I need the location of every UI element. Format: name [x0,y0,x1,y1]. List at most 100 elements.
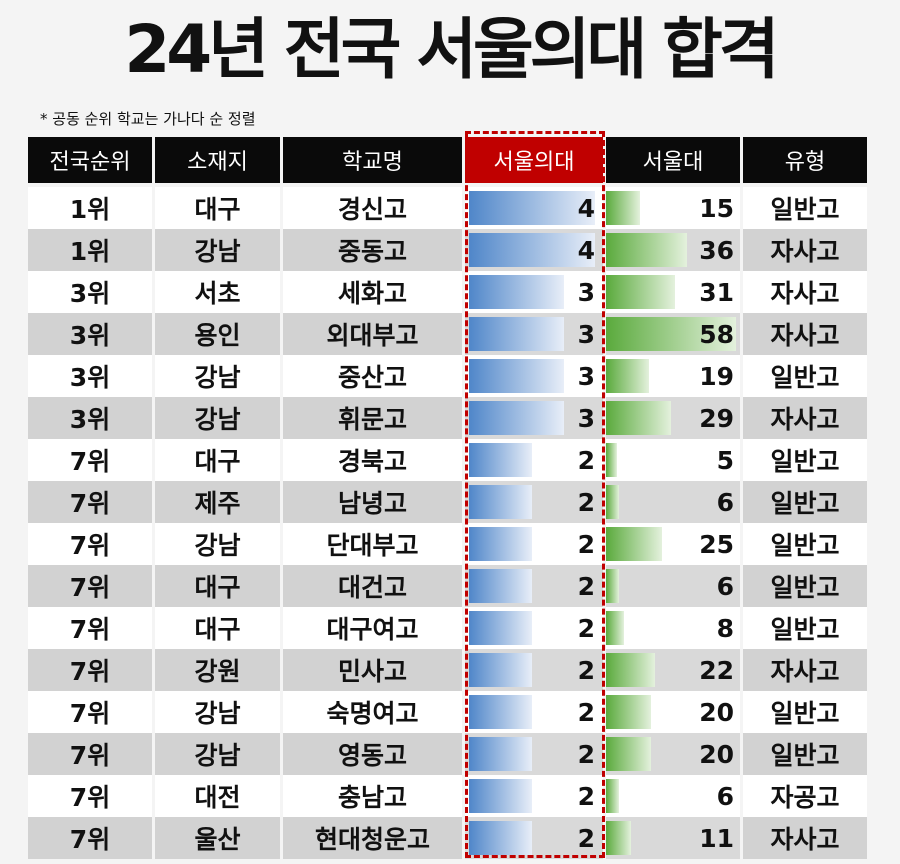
snu-bar [606,527,663,561]
school-cell: 세화고 [283,271,462,313]
value-label: 3 [577,277,595,307]
table-row: 1위 대구 경신고 4 15 일반고 [28,187,870,229]
table-row: 7위 대구 대건고 2 6 일반고 [28,565,870,607]
snu-medicine-cell: 2 [465,523,603,565]
type-cell: 자사고 [743,229,867,271]
value-label: 4 [577,193,595,223]
region-cell: 용인 [155,313,280,355]
region-cell: 강남 [155,397,280,439]
sort-note: * 공동 순위 학교는 가나다 순 정렬 [40,110,256,128]
school-cell: 단대부고 [283,523,462,565]
snu-medicine-cell: 2 [465,691,603,733]
page-title: 24년 전국 서울의대 합격 [124,11,779,88]
snu-bar [606,191,640,225]
value-label: 2 [577,697,595,727]
rank-cell: 7위 [28,607,152,649]
snu-medicine-cell: 2 [465,775,603,817]
school-cell: 현대청운고 [283,817,462,859]
snu-bar [606,695,651,729]
table-row: 3위 용인 외대부고 3 58 자사고 [28,313,870,355]
snu-medicine-bar [469,695,532,729]
snu-cell: 36 [606,229,740,271]
value-label: 5 [716,445,734,475]
value-label: 36 [699,235,734,265]
value-label: 2 [577,823,595,853]
snu-bar [606,275,676,309]
snu-medicine-cell: 3 [465,355,603,397]
snu-medicine-cell: 3 [465,397,603,439]
region-cell: 강원 [155,649,280,691]
rank-cell: 1위 [28,229,152,271]
snu-medicine-bar [469,317,564,351]
table-row: 7위 울산 현대청운고 2 11 자사고 [28,817,870,859]
region-cell: 강남 [155,733,280,775]
snu-medicine-cell: 3 [465,271,603,313]
snu-bar [606,233,687,267]
table-row: 3위 강남 중산고 3 19 일반고 [28,355,870,397]
snu-bar [606,737,651,771]
table-row: 7위 강남 단대부고 2 25 일반고 [28,523,870,565]
snu-bar [606,653,656,687]
snu-medicine-cell: 2 [465,481,603,523]
type-cell: 자사고 [743,271,867,313]
value-label: 2 [577,613,595,643]
snu-cell: 11 [606,817,740,859]
value-label: 2 [577,571,595,601]
type-cell: 자사고 [743,817,867,859]
value-label: 6 [716,487,734,517]
school-cell: 민사고 [283,649,462,691]
snu-bar [606,317,736,351]
snu-medicine-bar [469,443,532,477]
type-cell: 일반고 [743,481,867,523]
header-rank: 전국순위 [28,137,152,183]
table-row: 7위 대구 대구여고 2 8 일반고 [28,607,870,649]
snu-medicine-cell: 2 [465,733,603,775]
snu-cell: 5 [606,439,740,481]
snu-medicine-cell: 2 [465,649,603,691]
region-cell: 강남 [155,523,280,565]
table-row: 1위 강남 중동고 4 36 자사고 [28,229,870,271]
type-cell: 자사고 [743,313,867,355]
type-cell: 일반고 [743,733,867,775]
snu-medicine-cell: 4 [465,187,603,229]
value-label: 58 [699,319,734,349]
school-cell: 외대부고 [283,313,462,355]
value-label: 8 [716,613,734,643]
header-type: 유형 [743,137,867,183]
snu-cell: 22 [606,649,740,691]
school-cell: 경북고 [283,439,462,481]
region-cell: 대구 [155,187,280,229]
table-row: 7위 제주 남녕고 2 6 일반고 [28,481,870,523]
type-cell: 일반고 [743,523,867,565]
region-cell: 서초 [155,271,280,313]
snu-medicine-bar [469,527,532,561]
type-cell: 자사고 [743,397,867,439]
snu-bar [606,401,671,435]
value-label: 11 [699,823,734,853]
snu-medicine-bar [469,401,564,435]
table-row: 3위 서초 세화고 3 31 자사고 [28,271,870,313]
value-label: 3 [577,403,595,433]
table-row: 3위 강남 휘문고 3 29 자사고 [28,397,870,439]
value-label: 6 [716,571,734,601]
snu-medicine-bar [469,779,532,813]
type-cell: 일반고 [743,691,867,733]
school-cell: 중산고 [283,355,462,397]
header-region: 소재지 [155,137,280,183]
snu-medicine-cell: 4 [465,229,603,271]
snu-medicine-bar [469,653,532,687]
table-row: 7위 강원 민사고 2 22 자사고 [28,649,870,691]
rank-cell: 3위 [28,271,152,313]
snu-medicine-bar [469,233,595,267]
rank-cell: 7위 [28,733,152,775]
snu-cell: 20 [606,691,740,733]
value-label: 4 [577,235,595,265]
snu-medicine-cell: 2 [465,565,603,607]
snu-cell: 29 [606,397,740,439]
rank-cell: 7위 [28,523,152,565]
snu-medicine-bar [469,485,532,519]
snu-bar [606,569,620,603]
snu-bar [606,485,620,519]
value-label: 20 [699,739,734,769]
